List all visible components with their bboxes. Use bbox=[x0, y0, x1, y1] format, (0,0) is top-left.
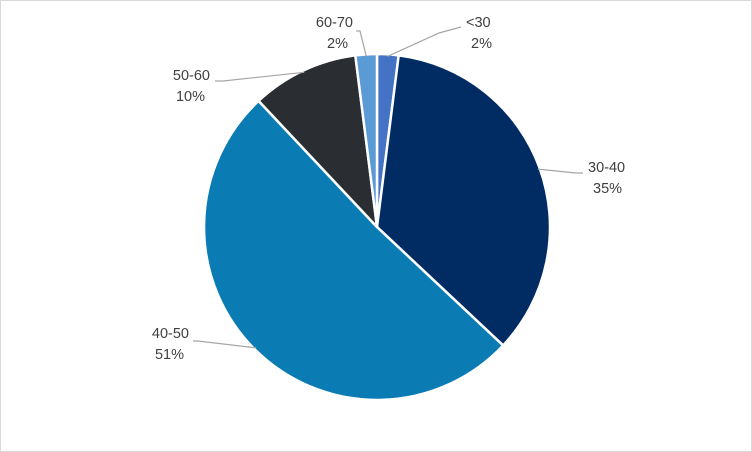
data-label-category-5: 60-70 bbox=[316, 15, 353, 31]
data-label-percent-1: 2% bbox=[471, 36, 492, 52]
data-label-category-2: 30-40 bbox=[588, 160, 625, 176]
leader-line-2 bbox=[537, 168, 583, 174]
leader-line-4 bbox=[215, 71, 305, 82]
pie-slice-2 bbox=[375, 54, 552, 347]
data-label-percent-2: 35% bbox=[593, 181, 622, 197]
leader-line-3 bbox=[193, 340, 257, 349]
leader-line-1 bbox=[387, 26, 462, 57]
data-label-category-4: 50-60 bbox=[173, 68, 210, 84]
data-label-percent-5: 2% bbox=[327, 36, 348, 52]
pie-slice-4 bbox=[257, 54, 379, 229]
data-label-category-1: <30 bbox=[466, 15, 491, 31]
data-label-percent-4: 10% bbox=[176, 89, 205, 105]
data-label-percent-3: 51% bbox=[155, 347, 184, 363]
pie-slice-3 bbox=[202, 99, 505, 402]
leader-line-5 bbox=[356, 30, 367, 57]
data-label-category-3: 40-50 bbox=[152, 326, 189, 342]
